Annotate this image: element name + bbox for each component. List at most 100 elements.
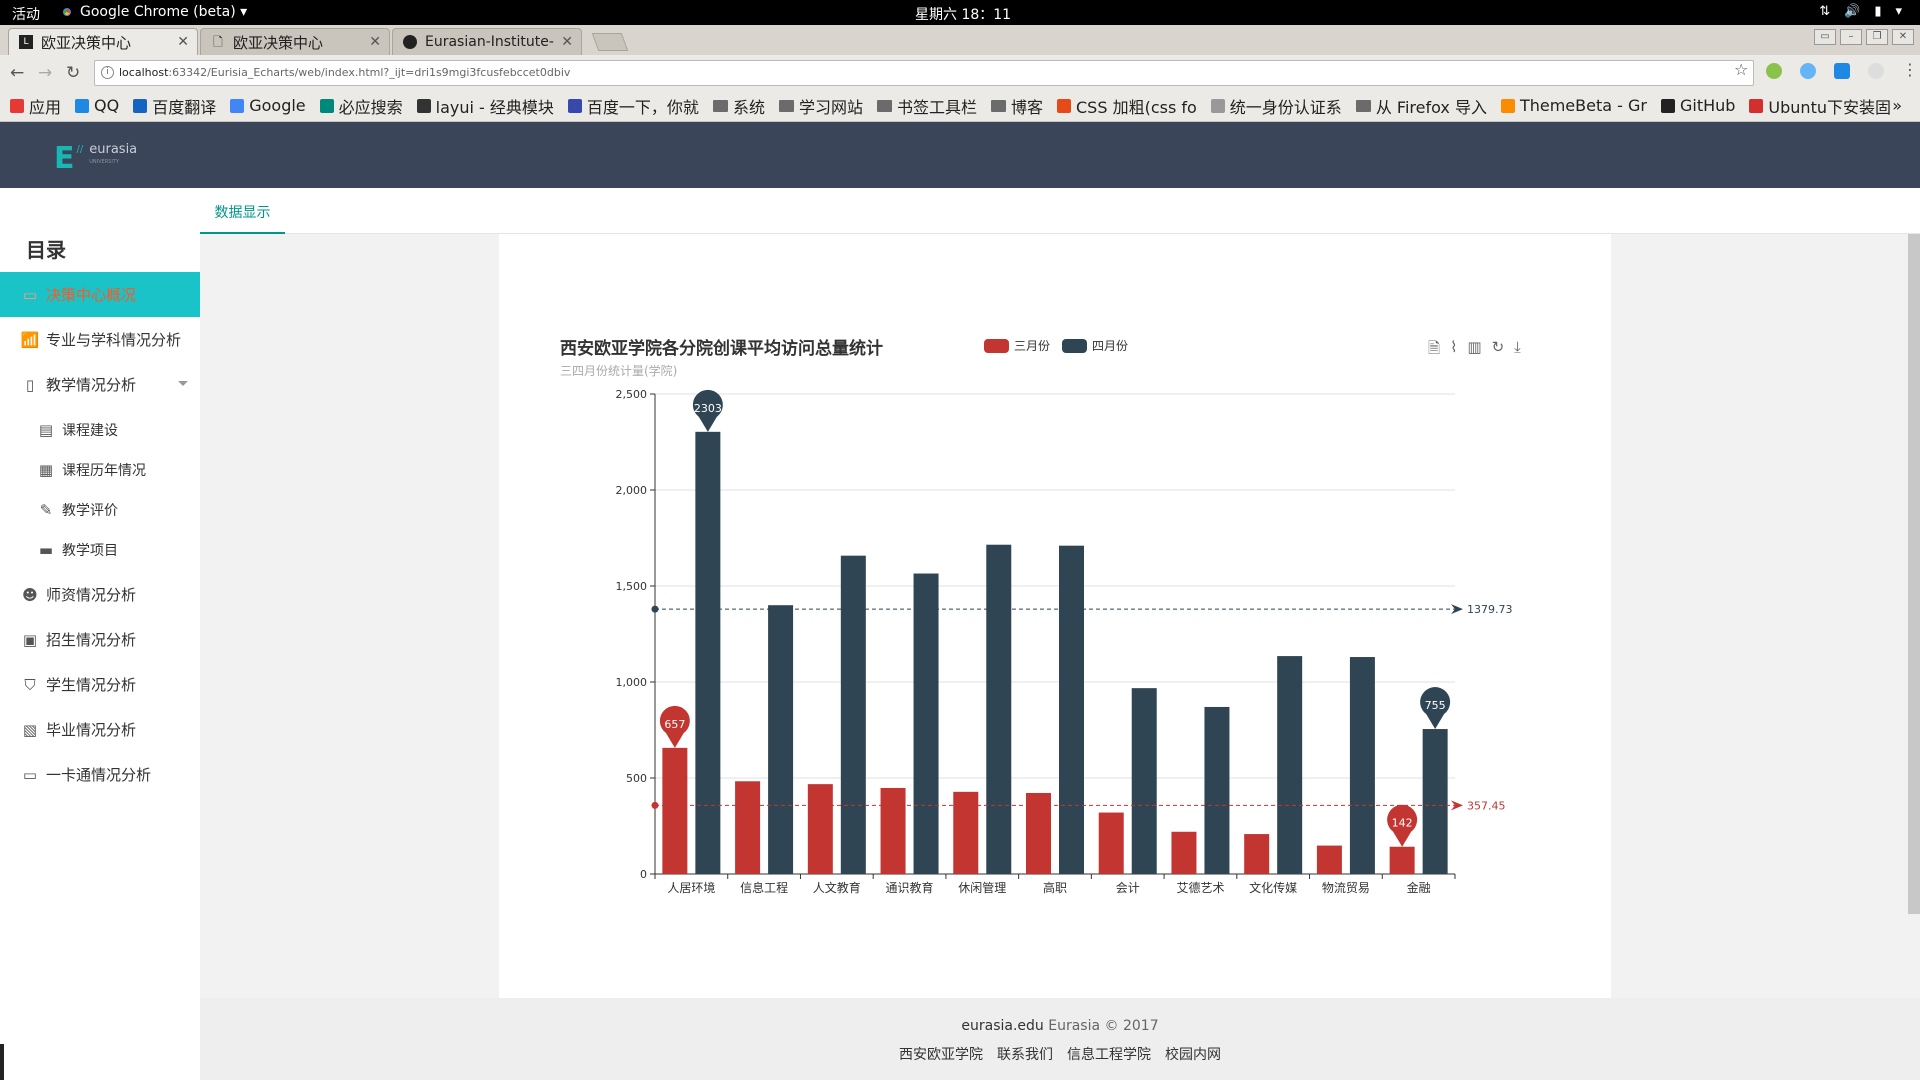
extension-green-icon[interactable] <box>1766 63 1782 79</box>
extension-grey-icon[interactable] <box>1868 63 1884 79</box>
sidebar-item[interactable]: ▧ 毕业情况分析 <box>0 707 200 752</box>
bookmarks-overflow-icon[interactable]: » <box>1892 96 1902 115</box>
activities-button[interactable]: 活动 <box>12 7 40 23</box>
bookmark-item[interactable]: 书签工具栏 <box>876 94 977 118</box>
scrollbar[interactable] <box>1908 234 1920 914</box>
bookmark-item[interactable]: 统一身份认证系 <box>1210 94 1342 118</box>
site-info-icon[interactable]: i <box>101 66 114 79</box>
folder-icon <box>712 99 728 112</box>
bookmark-item[interactable]: 系统 <box>712 94 765 118</box>
close-tab-icon[interactable]: ✕ <box>369 34 381 50</box>
sidebar-item[interactable]: ✎ 教学评价 <box>0 487 200 532</box>
x-tick-label: 休闲管理 <box>958 880 1006 895</box>
y-tick-label: 500 <box>626 772 647 785</box>
bookmark-label: layui - 经典模块 <box>435 97 554 117</box>
bar-icon[interactable]: ▥ <box>1467 338 1482 356</box>
bar <box>1171 831 1197 874</box>
bar <box>662 747 688 874</box>
bar <box>735 781 761 874</box>
tab-data-display[interactable]: 数据显示 <box>200 188 285 234</box>
footer-link[interactable]: 联系我们 <box>997 1047 1053 1063</box>
browser-tab[interactable]: Eurasian-Institute- ✕ <box>392 28 582 55</box>
sidebar-item[interactable]: ▬ 教学项目 <box>0 527 200 572</box>
legend-item-march[interactable]: 三月份 <box>984 337 1050 354</box>
bookmark-item[interactable]: ThemeBeta - Gr <box>1500 96 1647 115</box>
power-menu-icon[interactable]: ▾ <box>1895 4 1902 19</box>
system-tray[interactable]: ⇅ 🔊 ▮ ▾ <box>1819 4 1902 19</box>
data-view-icon[interactable]: 🗎 <box>1428 339 1441 357</box>
csdn-icon <box>1749 98 1764 113</box>
tab-title: 欧亚决策中心 <box>41 33 132 52</box>
network-icon[interactable]: ⇅ <box>1819 4 1831 19</box>
restore-icon[interactable]: ❐ <box>1866 29 1888 45</box>
chevron-down-icon[interactable] <box>178 381 188 386</box>
legend-item-april[interactable]: 四月份 <box>1062 337 1128 354</box>
app-menu[interactable]: Google Chrome (beta) ▾ <box>60 4 247 20</box>
browser-tab[interactable]: L 欧亚决策中心 ✕ <box>8 28 198 55</box>
bookmark-item[interactable]: CSS 加粗(css fo <box>1057 94 1197 118</box>
bookmark-item[interactable]: Ubuntu下安装固 <box>1749 94 1891 118</box>
footer-link[interactable]: 信息工程学院 <box>1067 1047 1151 1063</box>
sidebar-item[interactable]: ▤ 课程建设 <box>0 407 200 452</box>
line-icon[interactable]: ⌇ <box>1450 338 1458 356</box>
bookmark-item[interactable]: 从 Firefox 导入 <box>1355 94 1487 118</box>
qq-icon <box>75 98 90 113</box>
translate-extension-icon[interactable] <box>1834 63 1850 79</box>
x-tick-label: 艾德艺术 <box>1176 880 1224 895</box>
forward-arrow-icon[interactable]: → <box>38 63 53 83</box>
clock[interactable]: 星期六 18：11 <box>915 7 1012 23</box>
sidebar-item-label: 教学项目 <box>62 542 118 559</box>
reload-icon[interactable]: ↻ <box>66 63 81 83</box>
bookmark-item[interactable]: 百度翻译 <box>133 94 216 118</box>
x-tick-label: 通识教育 <box>886 880 934 895</box>
bookmark-item[interactable]: Google <box>230 96 306 115</box>
window-controls: ▭ – ❐ ✕ <box>1814 29 1914 45</box>
bookmark-item[interactable]: 博客 <box>990 94 1043 118</box>
edit-icon: ✎ <box>39 500 53 519</box>
footer-link[interactable]: 西安欧亚学院 <box>899 1047 983 1063</box>
new-tab-button[interactable] <box>591 33 629 51</box>
browser-tab[interactable]: 🗋 欧亚决策中心 ✕ <box>200 28 390 55</box>
sidebar-item-label: 决策中心概况 <box>46 286 137 304</box>
sidebar-item[interactable]: ▭ 一卡通情况分析 <box>0 752 200 797</box>
graduate-icon: ⛉ <box>24 675 36 694</box>
close-window-icon[interactable]: ✕ <box>1892 29 1914 45</box>
bookmark-star-icon[interactable]: ☆ <box>1734 60 1749 79</box>
bookmark-item[interactable]: 百度一下，你就 <box>567 94 699 118</box>
back-arrow-icon[interactable]: ← <box>10 63 25 83</box>
bookmark-item[interactable]: QQ <box>75 96 119 115</box>
close-tab-icon[interactable]: ✕ <box>177 34 189 50</box>
sidebar-item[interactable]: 📶 专业与学科情况分析 <box>0 317 200 362</box>
bookmark-item[interactable]: 应用 <box>10 94 61 118</box>
bookmark-item[interactable]: GitHub <box>1660 96 1735 115</box>
profile-icon[interactable]: ▭ <box>1814 29 1836 45</box>
download-icon[interactable]: ⤓ <box>1514 338 1521 356</box>
eurasia-logo[interactable]: E // eurasia UNIVERSITY <box>54 143 137 174</box>
sidebar-item[interactable]: ☻ 师资情况分析 <box>0 572 200 617</box>
sidebar-item[interactable]: ▦ 课程历年情况 <box>0 447 200 492</box>
tab-title: 欧亚决策中心 <box>233 33 324 52</box>
sidebar-item[interactable]: ⛉ 学生情况分析 <box>0 662 200 707</box>
volume-icon[interactable]: 🔊 <box>1844 4 1861 19</box>
bookmark-item[interactable]: layui - 经典模块 <box>416 94 554 118</box>
battery-icon[interactable]: ▮ <box>1874 4 1882 19</box>
mark-line-label: 357.45 <box>1467 799 1506 812</box>
minimize-icon[interactable]: – <box>1840 29 1862 45</box>
x-tick-label: 物流贸易 <box>1322 881 1370 895</box>
sidebar-item-label: 专业与学科情况分析 <box>46 331 182 349</box>
sidebar-item[interactable]: ▣ 招生情况分析 <box>0 617 200 662</box>
bookmark-item[interactable]: 必应搜索 <box>319 94 403 118</box>
close-tab-icon[interactable]: ✕ <box>561 34 573 50</box>
footer-link[interactable]: 校园内网 <box>1165 1047 1221 1063</box>
chrome-menu-icon[interactable]: ⋮ <box>1902 60 1918 79</box>
y-tick-label: 2,500 <box>616 388 648 401</box>
sidebar-item[interactable]: ▭ 决策中心概况 <box>0 272 200 317</box>
restore-icon[interactable]: ↻ <box>1491 338 1505 356</box>
bar <box>1059 545 1084 874</box>
url-input[interactable]: i localhost:63342/Eurisia_Echarts/web/in… <box>94 60 1754 86</box>
extension-blue-icon[interactable] <box>1800 63 1816 79</box>
bookmark-item[interactable]: 学习网站 <box>778 94 863 118</box>
sidebar-item-label: 一卡通情况分析 <box>46 766 152 784</box>
id-card-icon: ▣ <box>22 630 38 649</box>
sidebar-item[interactable]: ▯ 教学情况分析 <box>0 362 200 407</box>
